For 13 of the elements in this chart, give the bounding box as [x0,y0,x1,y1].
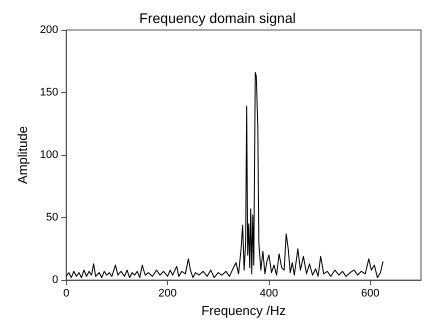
y-tick-label: 150 [40,86,58,99]
y-tick-label: 200 [40,24,58,36]
y-axis-title: Amplitude [15,126,30,184]
y-tick-label: 100 [40,149,58,162]
line-series [66,72,384,278]
y-tick-label: 50 [46,212,58,224]
x-tick-label: 600 [361,288,380,300]
x-tick-label: 200 [158,288,177,300]
x-axis-title: Frequency /Hz [201,303,286,318]
x-tick-label: 400 [260,288,278,300]
chart-title: Frequency domain signal [139,10,296,26]
x-tick-label: 0 [63,288,70,300]
y-tick-label: 0 [52,274,58,286]
